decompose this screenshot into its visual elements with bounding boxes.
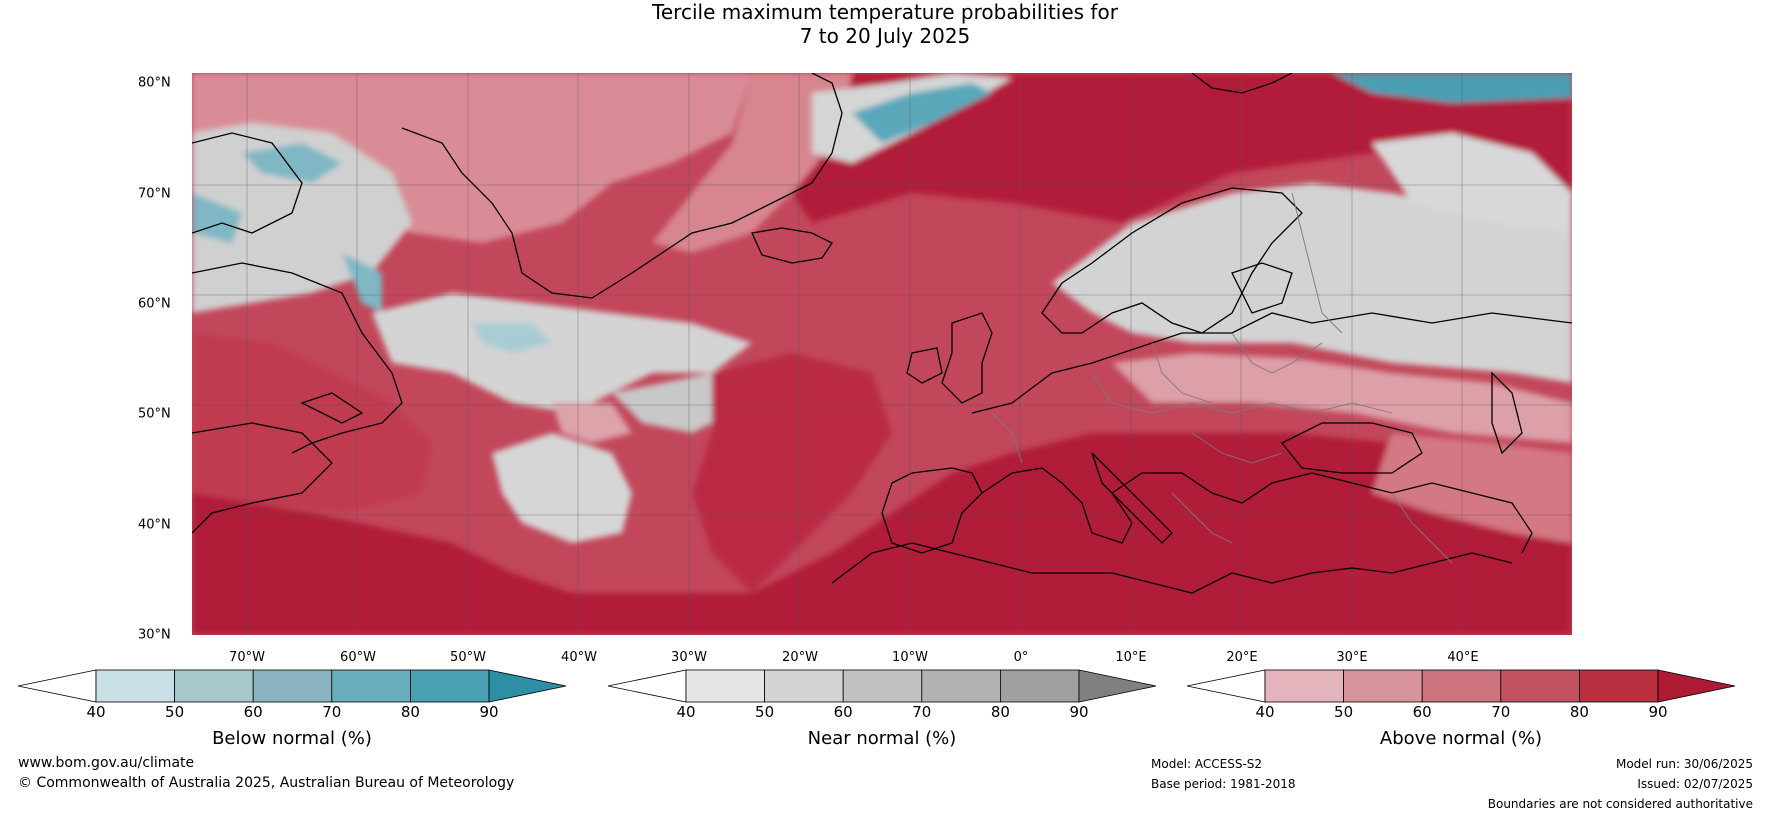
map-title: Tercile maximum temperature probabilitie… <box>0 0 1770 48</box>
colorbar-near-tick: 90 <box>1069 703 1089 721</box>
colorbar-above-low-extend <box>1186 669 1266 703</box>
colorbar-below-segment <box>409 669 490 703</box>
colorbar-above-tick: 80 <box>1569 703 1589 721</box>
region-above-light-atlantic <box>552 403 632 443</box>
lon-label-60w: 60°W <box>340 650 376 665</box>
region-below-labrador <box>342 253 382 313</box>
website-text: www.bom.gov.au/climate <box>18 755 195 771</box>
region-near-atlantic-mid <box>612 373 732 433</box>
colorbar-below-title: Below normal (%) <box>212 728 372 749</box>
colorbar-near-segment <box>685 669 765 703</box>
colorbar-below-segment <box>252 669 333 703</box>
region-above-dark-arctic <box>792 73 1572 223</box>
colorbar-near-tick: 50 <box>755 703 775 721</box>
colorbar-above-tick: 50 <box>1334 703 1354 721</box>
lat-label-30n: 30°N <box>138 627 171 643</box>
region-below-arctic <box>852 83 992 143</box>
colorbar-near-segment <box>921 669 1001 703</box>
colorbar-above-segment <box>1264 669 1344 703</box>
issued-text: Issued: 02/07/2025 <box>1637 777 1753 791</box>
colorbar-below-tick: 50 <box>165 703 185 721</box>
lat-label-70n: 70°N <box>138 186 171 202</box>
colorbar-near-tick: 80 <box>990 703 1010 721</box>
lon-label-0: 0° <box>1013 650 1029 665</box>
region-above-dark-iberia-sea <box>692 353 892 593</box>
colorbar-above-segment <box>1421 669 1502 703</box>
region-near-atlantic-south <box>492 433 632 543</box>
colorbar-above-tick: 60 <box>1412 703 1432 721</box>
lon-label-30e: 30°E <box>1336 650 1368 665</box>
colorbar-near-low-extend <box>607 669 687 703</box>
coastlines <box>192 73 1572 594</box>
colorbar-near-segment <box>764 669 844 703</box>
lat-label-40n: 40°N <box>138 517 171 533</box>
lon-label-10w: 10°W <box>892 650 928 665</box>
colorbar-below-segment <box>174 669 254 703</box>
colorbar-below-segment <box>95 669 175 703</box>
lon-label-30w: 30°W <box>671 650 707 665</box>
map-svg <box>192 73 1572 635</box>
colorbar-above-title: Above normal (%) <box>1379 728 1543 749</box>
title-line-1: Tercile maximum temperature probabilitie… <box>652 0 1118 24</box>
colorbar-above-high-extend <box>1657 669 1736 703</box>
lon-label-70w: 70°W <box>229 650 265 665</box>
lon-label-10e: 10°E <box>1115 650 1147 665</box>
colorbar-near-tick: 60 <box>833 703 853 721</box>
region-below-hudson <box>192 193 242 243</box>
base-period-text: Base period: 1981-2018 <box>1151 777 1296 791</box>
region-below-baffin <box>242 143 342 183</box>
graticule <box>192 73 1572 635</box>
region-above-light-europe <box>1112 353 1572 443</box>
colorbar-above-tick: 70 <box>1491 703 1511 721</box>
probability-map <box>192 73 1572 635</box>
model-run-text: Model run: 30/06/2025 <box>1615 757 1753 771</box>
region-below-barents <box>1332 73 1572 103</box>
lon-label-40w: 40°W <box>561 650 597 665</box>
colorbar-above <box>1186 669 1736 703</box>
colorbar-above-segment <box>1579 669 1659 703</box>
country-borders <box>991 192 1453 564</box>
region-above-mid-west <box>192 333 432 513</box>
colorbar-above-tick: 40 <box>1255 703 1275 721</box>
colorbar-near-high-extend <box>1078 669 1157 703</box>
colorbar-below-tick: 90 <box>479 703 499 721</box>
lon-label-50w: 50°W <box>450 650 486 665</box>
lon-label-40e: 40°E <box>1447 650 1479 665</box>
colorbar-below-tick: 40 <box>86 703 106 721</box>
lat-label-60n: 60°N <box>138 296 171 312</box>
colorbars-svg <box>17 669 1736 703</box>
colorbar-near-title: Near normal (%) <box>807 728 957 749</box>
colorbar-near-segment <box>842 669 923 703</box>
disclaimer-text: Boundaries are not considered authoritat… <box>1487 797 1753 811</box>
colorbar-below-tick: 60 <box>243 703 263 721</box>
region-near-atlantic-north <box>372 293 752 413</box>
colorbar-near <box>607 669 1157 703</box>
lat-label-80n: 80°N <box>138 75 171 91</box>
model-text: Model: ACCESS-S2 <box>1151 757 1263 771</box>
region-above-light-greenland-sea <box>652 73 852 253</box>
colorbar-near-tick: 70 <box>912 703 932 721</box>
colorbar-below-low-extend <box>17 669 97 703</box>
colorbar-above-segment <box>1500 669 1580 703</box>
title-line-2: 7 to 20 July 2025 <box>799 24 971 48</box>
colorbar-above-tick: 90 <box>1648 703 1668 721</box>
region-above-light-north <box>192 73 752 243</box>
region-above-light-middle-east <box>1372 433 1572 543</box>
region-near-russia-north <box>1372 133 1572 233</box>
colorbar-near-segment <box>1000 669 1080 703</box>
lon-label-20e: 20°E <box>1226 650 1258 665</box>
lon-label-20w: 20°W <box>782 650 818 665</box>
lat-label-50n: 50°N <box>138 406 171 422</box>
colorbar-above-segment <box>1343 669 1423 703</box>
colorbar-below-segment <box>331 669 411 703</box>
colorbar-below-high-extend <box>488 669 567 703</box>
colorbar-below-tick: 80 <box>400 703 420 721</box>
colorbar-below-tick: 70 <box>322 703 342 721</box>
copyright-text: © Commonwealth of Australia 2025, Austra… <box>18 775 515 791</box>
colorbar-near-tick: 40 <box>676 703 696 721</box>
colorbar-below <box>17 669 567 703</box>
region-below-atlantic-north <box>472 323 552 353</box>
region-above-dark-south <box>192 433 1572 635</box>
